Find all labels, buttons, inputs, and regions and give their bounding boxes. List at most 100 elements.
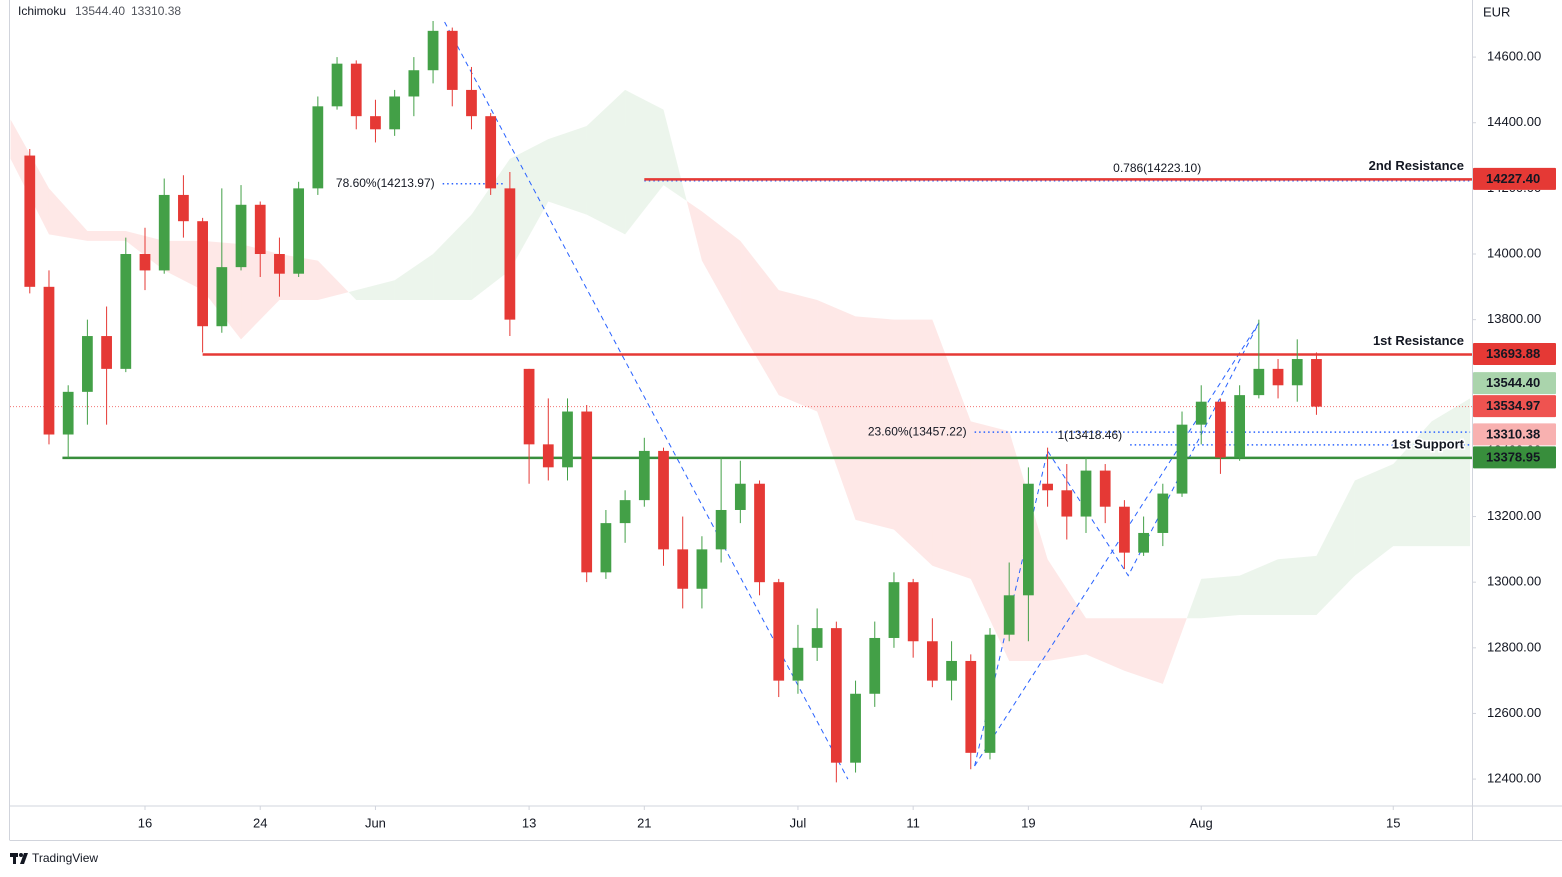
candle-body bbox=[1003, 595, 1015, 635]
candle-body bbox=[946, 660, 957, 681]
x-tick-label: 15 bbox=[1386, 815, 1400, 830]
brand: TradingView bbox=[32, 851, 98, 865]
candle-body bbox=[677, 549, 689, 589]
cloud bbox=[356, 280, 395, 300]
cloud bbox=[932, 319, 971, 579]
candle-body bbox=[370, 116, 381, 130]
candle-body bbox=[907, 582, 919, 642]
price-tag-label: 13544.40 bbox=[1486, 375, 1540, 390]
price-tag-label: 13693.88 bbox=[1486, 346, 1540, 361]
candle-body bbox=[1215, 401, 1226, 458]
candle-body bbox=[120, 254, 132, 369]
candle-body bbox=[562, 411, 573, 468]
candle-body bbox=[1253, 368, 1265, 396]
cloud bbox=[1316, 480, 1355, 616]
cloud bbox=[1124, 618, 1163, 684]
cloud bbox=[1186, 578, 1202, 619]
candle-body bbox=[600, 523, 612, 573]
candle-body bbox=[485, 116, 497, 189]
cloud bbox=[1162, 618, 1187, 684]
x-tick-label: 11 bbox=[906, 815, 920, 830]
cloud bbox=[548, 126, 587, 215]
candle-body bbox=[696, 549, 708, 589]
logo-stem bbox=[13, 853, 16, 864]
candle-body bbox=[408, 70, 420, 97]
candle-body bbox=[965, 660, 977, 753]
level-name: 1st Resistance bbox=[1373, 333, 1464, 348]
price-tag-label: 13534.97 bbox=[1486, 398, 1540, 413]
cloud bbox=[970, 421, 1010, 661]
x-tick-label: 16 bbox=[138, 815, 152, 830]
fib-label: 78.60%(14213.97) bbox=[336, 176, 435, 190]
candle-body bbox=[427, 30, 439, 71]
cloud bbox=[317, 260, 349, 300]
y-tick-label: 13800.00 bbox=[1487, 311, 1541, 326]
fib-label: 23.60%(13457.22) bbox=[868, 424, 967, 438]
logo-wedge bbox=[20, 853, 28, 864]
x-tick-label: 21 bbox=[637, 815, 651, 830]
cloud bbox=[778, 290, 818, 412]
candle-body bbox=[82, 336, 93, 392]
cloud bbox=[164, 240, 203, 291]
level-name: 2nd Resistance bbox=[1369, 158, 1464, 173]
candle-body bbox=[1099, 470, 1111, 507]
logo-dot bbox=[19, 853, 23, 857]
cloud bbox=[740, 240, 779, 396]
candle-body bbox=[1311, 359, 1322, 407]
candle-body bbox=[1138, 532, 1149, 553]
price-tag bbox=[1473, 423, 1556, 446]
candle-body bbox=[619, 500, 631, 524]
candle-body bbox=[792, 647, 804, 681]
candle-body bbox=[715, 509, 727, 550]
candle-body bbox=[523, 368, 535, 445]
candle-body bbox=[638, 450, 650, 501]
x-tick-label: Aug bbox=[1190, 815, 1213, 830]
candle-body bbox=[984, 634, 996, 753]
candle-body bbox=[1291, 359, 1303, 386]
price-tag-fill bbox=[1473, 423, 1556, 446]
cloud bbox=[394, 254, 434, 300]
candle-body bbox=[1195, 401, 1207, 425]
x-tick-label: Jul bbox=[790, 815, 807, 830]
candle-body bbox=[62, 391, 74, 435]
indicator-name: Ichimoku bbox=[18, 4, 66, 18]
candle-body bbox=[101, 336, 112, 369]
candle-body bbox=[1157, 493, 1169, 533]
y-tick-label: 13200.00 bbox=[1487, 508, 1541, 523]
candle-body bbox=[1176, 424, 1188, 494]
y-tick-label: 12800.00 bbox=[1487, 639, 1541, 654]
cloud bbox=[855, 316, 894, 530]
candle-body bbox=[1042, 483, 1053, 491]
plot-area: 2nd Resistance 1st Resistance 1st Support 7… bbox=[10, 21, 1472, 783]
currency-label: EUR bbox=[1483, 4, 1510, 19]
axes: 12400.00 12600.00 12800.00 13000.00 13200.00… bbox=[18, 4, 1556, 830]
candle-body bbox=[658, 450, 669, 550]
cloud bbox=[1393, 421, 1432, 547]
indicator-value: 13544.40 bbox=[75, 4, 125, 18]
candle-body bbox=[43, 286, 55, 435]
cloud bbox=[625, 89, 664, 235]
cloud bbox=[433, 214, 472, 300]
cloud bbox=[686, 200, 702, 261]
candle-body bbox=[830, 628, 842, 763]
cloud bbox=[471, 158, 510, 300]
y-tick-label: 13000.00 bbox=[1487, 574, 1541, 589]
candle-body bbox=[178, 194, 189, 222]
candle-body bbox=[773, 582, 785, 681]
candle-body bbox=[235, 204, 247, 268]
cloud bbox=[87, 231, 126, 241]
tradingview-logo bbox=[10, 853, 28, 864]
candle-body bbox=[139, 254, 151, 271]
price-tag-label: 13310.38 bbox=[1486, 426, 1540, 441]
candle-body bbox=[197, 221, 208, 327]
candle-body bbox=[331, 63, 343, 107]
candle-body bbox=[1061, 490, 1073, 517]
x-tick-label: 19 bbox=[1021, 815, 1035, 830]
cloud bbox=[241, 244, 280, 340]
candle-body bbox=[1234, 395, 1246, 458]
price-tag-fill bbox=[1473, 446, 1556, 469]
cloud bbox=[348, 290, 357, 300]
cloud bbox=[48, 188, 88, 241]
